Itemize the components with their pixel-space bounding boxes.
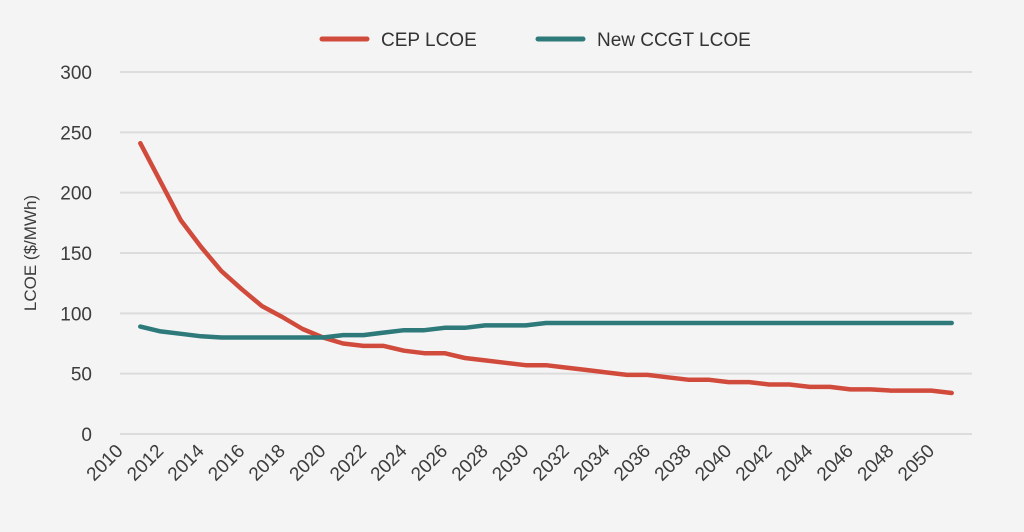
legend-label-ccgt: New CCGT LCOE [597, 30, 751, 51]
series-line-ccgt [138, 320, 954, 340]
y-tick-label-50: 50 [71, 365, 92, 386]
x-tick-label-2042: 2042 [732, 441, 777, 486]
x-tick-label-2028: 2028 [448, 441, 493, 486]
x-tick-label-2018: 2018 [245, 441, 290, 486]
y-axis-title: LCOE ($/MWh) [21, 195, 40, 311]
y-axis-ticks: 0 50 100 150 200 250 300 [60, 63, 92, 446]
x-tick-label-2038: 2038 [651, 441, 696, 486]
x-tick-label-2022: 2022 [326, 441, 371, 486]
x-tick-label-2032: 2032 [529, 441, 574, 486]
x-tick-label-2048: 2048 [854, 441, 899, 486]
y-tick-label-0: 0 [81, 425, 92, 446]
x-tick-label-2034: 2034 [570, 440, 615, 485]
x-tick-label-2010: 2010 [83, 441, 128, 486]
x-axis-ticks: 2010201220142016201820202022202420262028… [83, 440, 939, 485]
x-tick-label-2046: 2046 [813, 441, 858, 486]
x-tick-label-2044: 2044 [773, 440, 818, 485]
x-tick-label-2026: 2026 [407, 441, 452, 486]
y-tick-label-300: 300 [60, 63, 92, 84]
y-tick-label-100: 100 [60, 304, 92, 325]
x-tick-label-2024: 2024 [367, 440, 412, 485]
x-tick-label-2036: 2036 [610, 441, 655, 486]
gridlines [120, 71, 972, 435]
y-tick-label-250: 250 [60, 123, 92, 144]
x-tick-label-2040: 2040 [691, 441, 736, 486]
x-tick-label-2030: 2030 [489, 441, 534, 486]
x-tick-label-2050: 2050 [894, 441, 939, 486]
x-tick-label-2016: 2016 [205, 441, 250, 486]
y-tick-label-200: 200 [60, 184, 92, 205]
y-tick-label-150: 150 [60, 244, 92, 265]
x-tick-label-2012: 2012 [123, 441, 168, 486]
series-line-cep [138, 140, 954, 396]
x-tick-label-2020: 2020 [286, 441, 331, 486]
legend: CEP LCOE New CCGT LCOE [319, 30, 751, 51]
legend-label-cep: CEP LCOE [381, 30, 477, 51]
x-tick-label-2014: 2014 [164, 440, 209, 485]
series-lines [138, 140, 954, 396]
